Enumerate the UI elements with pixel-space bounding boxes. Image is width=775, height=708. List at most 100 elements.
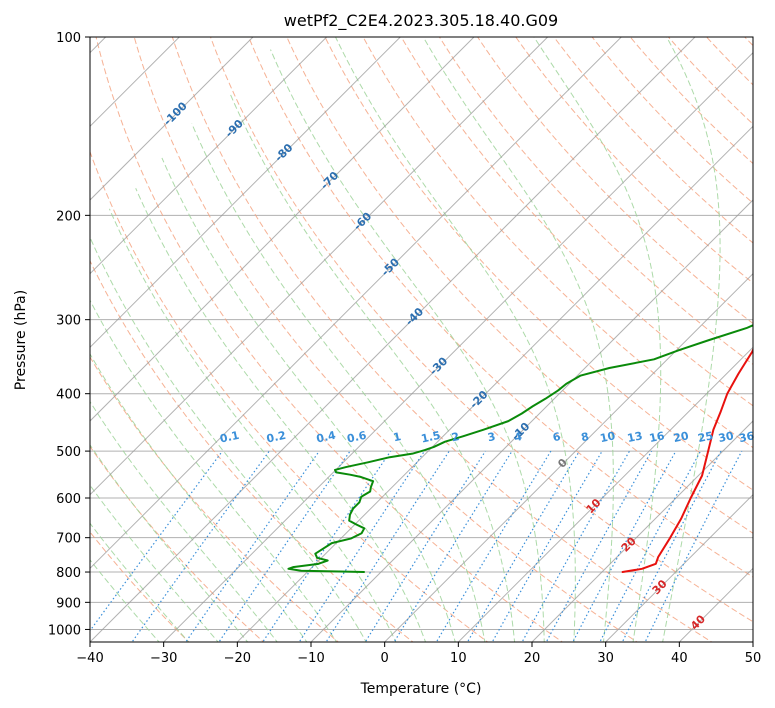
mixing-ratio-line [185,450,320,642]
y-axis-tick-label: 700 [56,532,81,547]
x-axis-tick-label: 50 [745,651,762,666]
plot-area-background [90,37,753,642]
dewpoint-trace [287,324,753,574]
mixing-ratio-line [545,450,653,642]
isotherm-gridline [90,37,402,349]
x-axis-tick-label: 10 [450,651,467,666]
moist-adiabat-line [90,559,160,642]
dry-adiabat-line [90,531,190,642]
moist-adiabat-line [161,157,456,642]
mixing-ratio-line [218,450,351,642]
dry-adiabat-line [171,37,713,642]
mixing-ratio-label: 36 [738,429,756,445]
dry-adiabat-line [90,150,489,642]
y-axis-tick-label: 800 [56,566,81,581]
y-axis-tick-label: 200 [56,209,81,224]
x-axis-tick-label: −10 [297,651,324,666]
mixing-ratio-line [599,450,702,642]
mixing-ratio-label: 25 [697,429,715,445]
x-axis-tick-label: −20 [224,651,251,666]
moist-adiabat-line [422,37,614,642]
mixing-ratio-line [393,450,513,642]
moist-adiabat-line [90,484,219,642]
mixing-ratio-label: 3 [486,430,496,444]
y-axis-label: Pressure (hPa) [13,290,29,390]
mixing-ratio-line [491,450,603,642]
chart-title: wetPf2_C2E4.2023.305.18.40.G09 [284,11,558,31]
mixing-ratio-label: 4 [513,430,524,444]
plot-area [90,37,753,642]
mixing-ratio-line [466,450,580,642]
isotherm-gridline [90,37,696,642]
mixing-ratio-label: 1.5 [420,429,442,446]
moist-adiabat-line [90,400,278,642]
mixing-ratio-label: 1 [392,430,402,444]
mixing-ratio-label: 8 [580,430,590,444]
isotherm-gridline [531,420,753,642]
moist-adiabat-line [335,37,576,642]
moist-adiabat-line [191,123,486,642]
mixing-ratio-line [621,450,722,642]
axes: −40 −30 −20 −10 0 10 20 30 40 5010020030040050060… [48,31,761,666]
dry-adiabat-line [95,37,564,642]
mixing-ratio-label: 16 [648,429,666,445]
x-axis-tick-label: −40 [76,651,103,666]
mixing-ratio-label: 0.4 [315,429,337,446]
isotherm-gridline [310,199,753,642]
x-axis-tick-label: 40 [671,651,688,666]
y-axis-tick-label: 600 [56,492,81,507]
y-axis-tick-label: 300 [56,314,81,329]
x-axis-tick-label: −30 [150,651,177,666]
mixing-ratio-line [521,450,631,642]
isotherm-gridline [90,37,328,275]
mixing-ratio-line [644,450,743,642]
moist-adiabat-line [270,49,545,642]
mixing-ratio-line [298,450,425,642]
isotherm-gridline [90,37,254,201]
dry-adiabat-line [324,37,753,491]
dry-adiabat-line [209,37,753,623]
moist-adiabat-line [90,353,308,642]
x-axis-tick-label: 20 [524,651,541,666]
x-axis-label: Temperature (°C) [360,681,482,697]
isotherm-gridline [90,37,623,570]
dry-adiabat-line [133,37,638,642]
mixing-ratio-label: 10 [599,429,617,445]
mixing-ratio-label: 20 [672,429,690,445]
x-axis-tick-label: 30 [597,651,614,666]
mixing-ratio-line [572,450,677,642]
isotherm-gridline [90,37,475,422]
isotherm-gridline [162,51,753,642]
mixing-ratio-label: 0.1 [219,429,241,446]
moist-adiabat-line [135,188,427,642]
mixing-ratio-label: 13 [626,429,644,445]
y-axis-tick-label: 900 [56,596,81,611]
dry-adiabat-line [90,445,265,642]
isotherm-gridline [457,346,753,642]
dry-adiabat-line [362,37,753,449]
dry-adiabat-line [286,37,753,534]
y-axis-tick-label: 400 [56,388,81,403]
mixing-ratio-label: 0.6 [346,429,368,446]
moist-adiabat-line [108,208,397,642]
moist-adiabat-line [90,522,190,642]
x-axis-tick-label: 0 [381,651,389,666]
mixing-ratio-line [435,450,552,642]
isotherm-gridline [90,37,549,496]
moist-adiabat-line [90,299,338,642]
isotherm-gridline [383,272,753,642]
temperature-trace [621,347,753,574]
mixing-ratio-label: 6 [552,430,563,444]
y-axis-tick-label: 100 [56,31,81,46]
y-axis-tick-label: 500 [56,445,81,460]
plot-frame [89,36,754,643]
mixing-ratio-label: 2 [450,430,460,444]
dry-adiabat-line [629,37,753,165]
y-axis-tick-label: 1000 [48,623,81,638]
dry-adiabat-line [438,37,753,366]
mixing-ratio-label: 0.2 [265,429,287,446]
isotherm-gridline [604,493,753,642]
dry-adiabat-line [90,259,414,642]
mixing-ratio-label: 30 [717,429,735,445]
